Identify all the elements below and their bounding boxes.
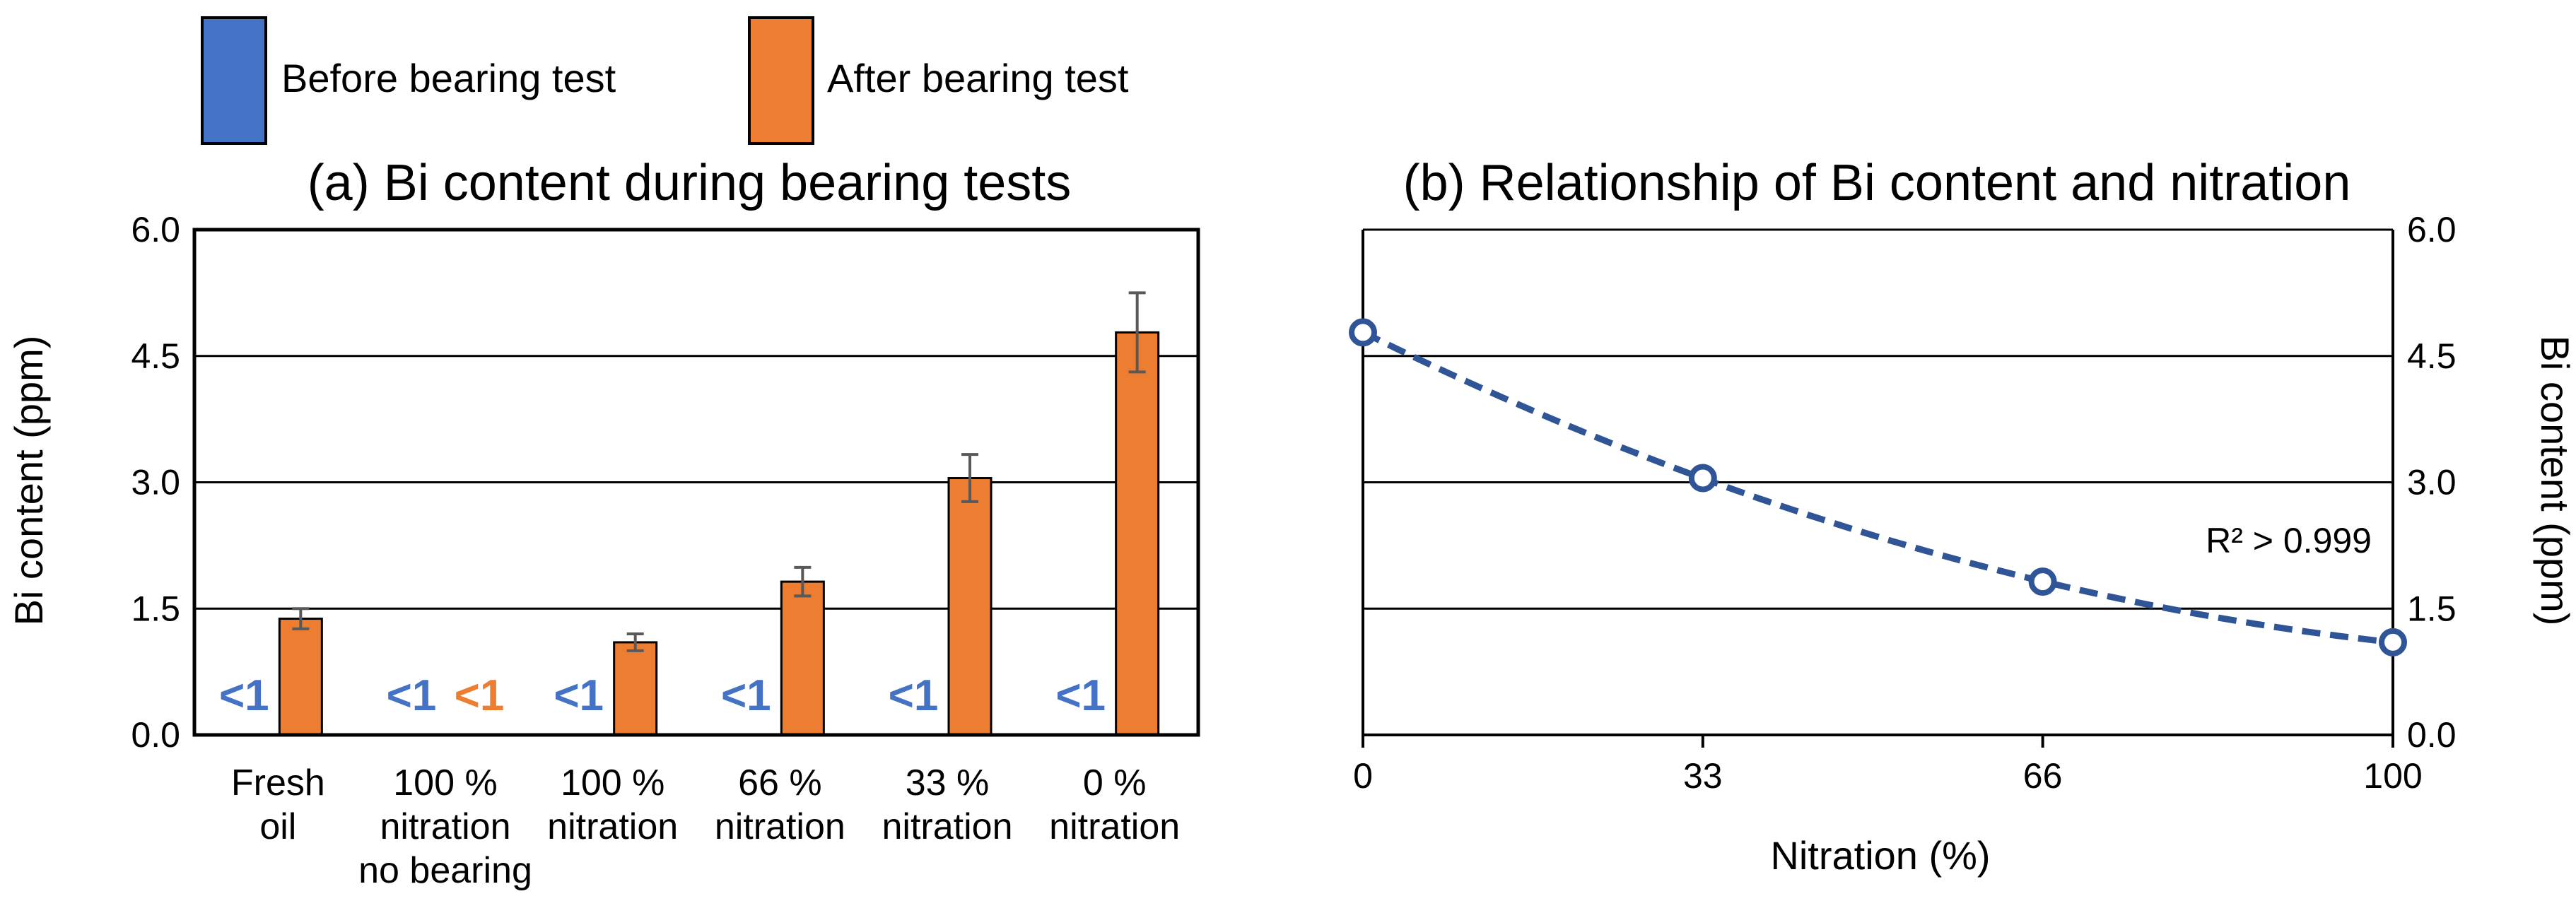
chart-a-category-label: Fresh oil — [231, 762, 325, 847]
chart-b-y-tick-label: 6.0 — [2407, 210, 2457, 249]
chart-a-category-label: 66 % nitration — [715, 762, 845, 847]
chart-b-x-axis-label: Nitration (%) — [1770, 833, 1990, 878]
chart-b-gridlines — [1362, 228, 2394, 736]
chart-a-before-label: <1 — [1055, 671, 1106, 720]
chart-a-bar-after — [1115, 331, 1160, 736]
chart-a-before-label: <1 — [219, 671, 269, 720]
chart-b-y-tick-label: 4.5 — [2407, 336, 2457, 376]
chart-b-y-tick-label: 0.0 — [2407, 715, 2457, 755]
chart-b-points — [1349, 318, 2407, 656]
chart-a-before-label: <1 — [554, 671, 604, 720]
chart-a-y-tick-label: 4.5 — [131, 336, 180, 376]
chart-a: (a) Bi content during bearing tests Bi c… — [6, 155, 1200, 891]
chart-a-before-label: <1 — [889, 671, 939, 720]
chart-b-r2-annotation: R² > 0.999 — [2206, 521, 2372, 560]
chart-a-y-ticks: 0.0 1.5 3.0 4.5 6.0 — [131, 210, 180, 755]
legend-label-after: After bearing test — [827, 56, 1129, 100]
chart-a-below-detection-labels: <1 <1 <1 <1 <1 <1 <1 — [219, 671, 1106, 720]
chart-b-x-tick-label: 0 — [1353, 756, 1373, 796]
chart-a-before-label: <1 — [721, 671, 771, 720]
chart-a-y-tick-label: 3.0 — [131, 463, 180, 502]
chart-b-title: (b) Relationship of Bi content and nitra… — [1403, 155, 2351, 211]
chart-b-data-point — [2028, 567, 2057, 596]
chart-a-category-label: 100 % nitration — [547, 762, 678, 847]
legend-label-before: Before bearing test — [281, 56, 616, 100]
chart-a-category-label-line: Fresh — [231, 762, 325, 803]
chart-a-category-label: 0 % nitration — [1049, 762, 1180, 847]
chart-a-category-label-line: nitration — [380, 806, 511, 847]
chart-a-category-label-line: no bearing — [358, 850, 532, 891]
chart-b-trendline — [1362, 329, 2394, 646]
chart-a-category-label-line: oil — [259, 806, 296, 847]
chart-a-bar-after — [613, 641, 658, 736]
chart-b-y-tick-label: 1.5 — [2407, 589, 2457, 628]
chart-b-data-point — [2379, 628, 2407, 656]
chart-a-bar-after — [947, 477, 993, 736]
chart-a-category-label-line: nitration — [547, 806, 678, 847]
chart-a-category-label-line: nitration — [882, 806, 1013, 847]
chart-a-category-label-line: 100 % — [393, 762, 497, 803]
chart-a-bar-after — [278, 618, 323, 736]
chart-a-bar-after — [780, 580, 825, 736]
chart-a-before-label: <1 — [387, 671, 437, 720]
chart-a-after-label: <1 — [455, 671, 505, 720]
chart-b-x-ticks: 0 33 66 100 — [1353, 735, 2423, 796]
chart-a-category-label-line: nitration — [1049, 806, 1180, 847]
chart-b: (b) Relationship of Bi content and nitra… — [1349, 155, 2576, 878]
chart-a-plot-frame — [192, 228, 1200, 737]
legend-swatch-after — [748, 16, 814, 145]
chart-a-category-label-line: nitration — [715, 806, 845, 847]
chart-a-category-label-line: 33 % — [906, 762, 990, 803]
chart-a-y-tick-label: 6.0 — [131, 210, 180, 249]
legend: Before bearing test After bearing test — [201, 16, 1129, 145]
chart-a-category-label-line: 100 % — [561, 762, 665, 803]
chart-a-gridlines — [194, 355, 1198, 610]
chart-b-y-tick-label: 3.0 — [2407, 463, 2457, 502]
legend-swatch-before — [201, 16, 267, 145]
chart-b-y-axis-label: Bi content (ppm) — [2533, 336, 2576, 626]
chart-a-title: (a) Bi content during bearing tests — [308, 155, 1072, 211]
chart-b-data-point — [1349, 318, 1377, 347]
chart-a-category-label: 33 % nitration — [882, 762, 1013, 847]
chart-b-data-point — [1688, 464, 1717, 493]
chart-a-category-label-line: 66 % — [738, 762, 822, 803]
chart-a-category-label: 100 % nitration no bearing — [358, 762, 532, 891]
chart-b-x-tick-label: 66 — [2023, 756, 2063, 796]
chart-b-x-tick-label: 33 — [1683, 756, 1723, 796]
chart-a-bars — [278, 291, 1160, 736]
chart-a-y-tick-label: 1.5 — [131, 589, 180, 628]
chart-b-x-tick-label: 100 — [2363, 756, 2422, 796]
chart-a-category-label-line: 0 % — [1083, 762, 1147, 803]
chart-a-y-axis-label: Bi content (ppm) — [6, 336, 51, 626]
chart-a-y-tick-label: 0.0 — [131, 715, 180, 755]
chart-b-y-ticks: 0.0 1.5 3.0 4.5 6.0 — [2407, 210, 2457, 755]
